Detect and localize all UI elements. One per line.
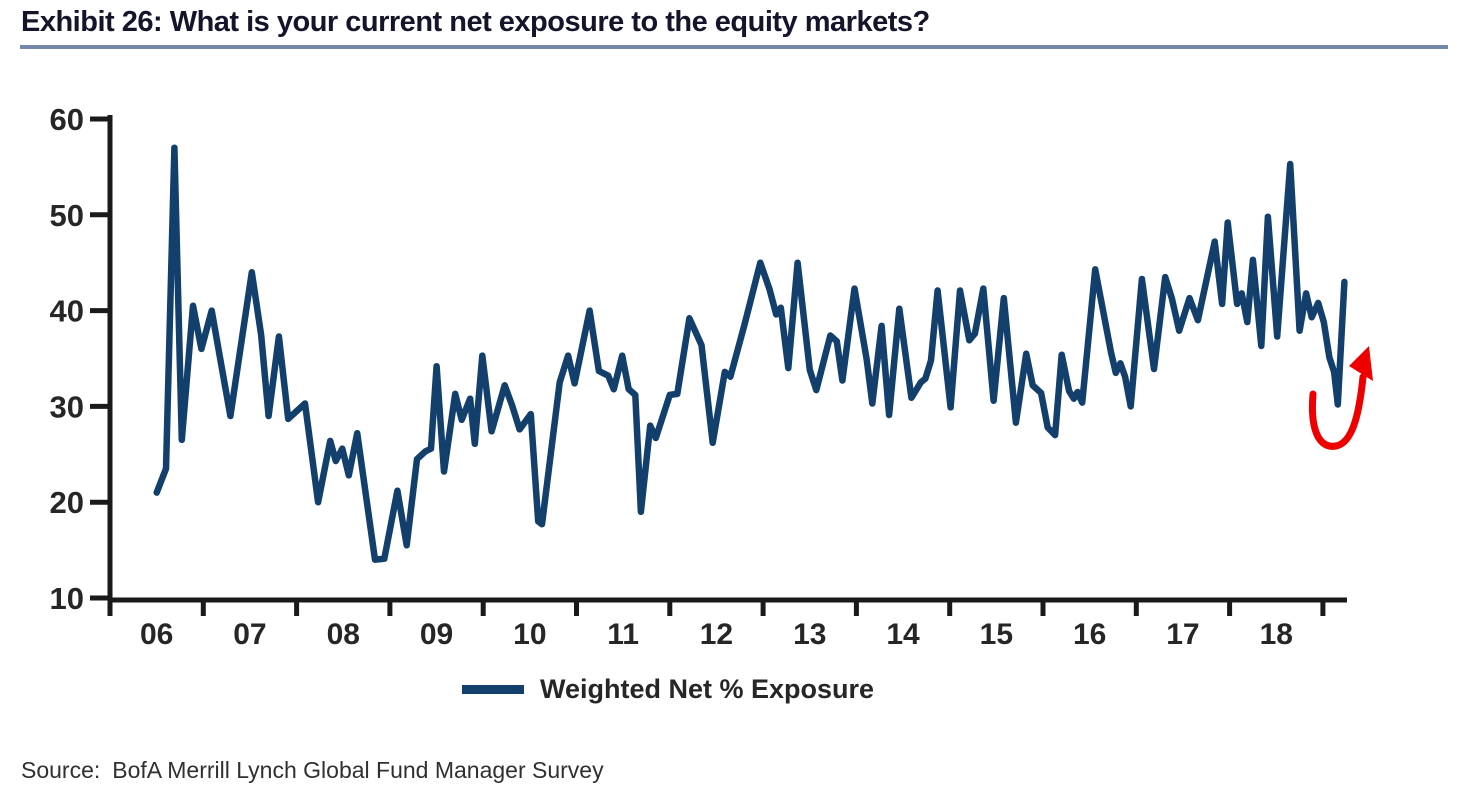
y-tick-label: 60 <box>50 102 84 137</box>
x-tick-label: 14 <box>886 618 920 651</box>
legend-label: Weighted Net % Exposure <box>540 674 875 704</box>
x-tick-label: 11 <box>607 618 639 651</box>
rebound-arrow-annotation <box>1308 346 1373 450</box>
y-tick-label: 30 <box>50 389 84 424</box>
exhibit-title: Exhibit 26: What is your current net exp… <box>21 6 930 38</box>
y-tick-label: 40 <box>50 294 84 329</box>
source-line: Source: BofA Merrill Lynch Global Fund Ma… <box>21 757 604 784</box>
x-tick-label: 10 <box>513 618 546 651</box>
y-tick-label: 10 <box>50 581 84 616</box>
x-tick-label: 17 <box>1166 618 1199 651</box>
axis-ticks <box>90 116 1326 616</box>
legend-line-swatch <box>462 685 524 694</box>
x-tick-label: 09 <box>420 618 453 651</box>
chart-legend: Weighted Net % Exposure <box>462 674 874 705</box>
source-text: BofA Merrill Lynch Global Fund Manager S… <box>112 757 604 783</box>
axes <box>107 115 1347 603</box>
rebound-arrow-head <box>1349 346 1373 381</box>
y-tick-label: 50 <box>50 198 84 233</box>
y-tick-label: 20 <box>50 485 84 520</box>
x-tick-label: 15 <box>980 618 1013 651</box>
x-tick-label: 16 <box>1073 618 1106 651</box>
x-tick-label: 13 <box>793 618 826 651</box>
exposure-line <box>153 144 1348 563</box>
title-underline <box>20 45 1448 49</box>
x-tick-label: 12 <box>700 618 733 651</box>
x-tick-label: 07 <box>233 618 266 651</box>
rebound-arrow-curve <box>1308 373 1367 450</box>
x-tick-label: 18 <box>1260 618 1293 651</box>
x-tick-label: 08 <box>327 618 360 651</box>
source-label: Source: <box>21 757 101 783</box>
exposure-line-series <box>153 144 1348 563</box>
axis-tick-labels: 60 50 40 30 20 10 06 07 08 09 10 11 12 13 14 15 16 17 18 <box>50 102 1293 651</box>
x-tick-label: 06 <box>140 618 173 651</box>
